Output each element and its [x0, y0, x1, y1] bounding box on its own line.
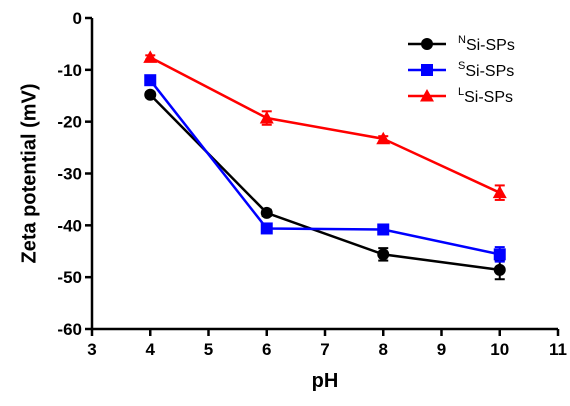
legend-label-name: Si-SPs: [466, 37, 515, 54]
legend-label-prefix: S: [458, 60, 465, 72]
x-tick-label: 4: [146, 340, 156, 359]
legend-marker: [420, 89, 434, 102]
y-axis-ticks: 0 -10 -20 -30 -40 -50 -60: [57, 9, 92, 339]
data-point: [376, 131, 391, 145]
data-point: [492, 185, 507, 199]
data-point: [260, 206, 273, 219]
legend-item: LSi-SPs: [408, 86, 513, 106]
legend-marker: [421, 64, 433, 76]
y-tick-label: -40: [57, 216, 82, 235]
y-tick-label: -20: [57, 113, 82, 132]
data-point: [144, 88, 157, 101]
data-point: [493, 263, 506, 276]
y-tick-label: -10: [57, 61, 82, 80]
legend-item: SSi-SPs: [408, 60, 514, 80]
legend-label-name: Si-SPs: [464, 89, 513, 106]
x-axis-ticks: 3 4 5 6 7 8 9 10 11: [87, 329, 567, 359]
series-layer: [143, 50, 507, 281]
x-tick-label: 10: [490, 340, 509, 359]
data-point: [143, 50, 158, 63]
legend-label-prefix: N: [458, 34, 466, 46]
legend-marker: [421, 38, 433, 50]
series-l-si-sps: [143, 50, 507, 201]
x-tick-label: 6: [262, 340, 271, 359]
data-point: [377, 248, 390, 261]
series-line: [149, 56, 501, 194]
series-s-si-sps: [144, 74, 506, 263]
data-point: [493, 248, 506, 261]
x-tick-label: 7: [320, 340, 329, 359]
y-tick-label: -30: [57, 165, 82, 184]
legend-label: LSi-SPs: [458, 86, 513, 106]
data-point: [260, 222, 273, 235]
data-point: [259, 111, 274, 124]
data-point: [144, 74, 157, 87]
series-n-si-sps: [144, 88, 506, 281]
series-line: [149, 79, 501, 256]
legend-label-prefix: L: [458, 86, 464, 98]
legend-item: NSi-SPs: [408, 34, 515, 54]
y-tick-label: 0: [73, 9, 82, 28]
x-tick-label: 11: [549, 340, 567, 359]
legend-label: SSi-SPs: [458, 60, 514, 80]
x-tick-label: 5: [204, 340, 213, 359]
legend-label: NSi-SPs: [458, 34, 515, 54]
x-tick-label: 8: [379, 340, 388, 359]
x-tick-label: 9: [437, 340, 446, 359]
data-point: [377, 223, 390, 236]
x-axis-title: pH: [312, 370, 339, 392]
x-tick-label: 3: [87, 340, 96, 359]
legend-label-name: Si-SPs: [465, 63, 514, 80]
y-tick-label: -60: [57, 320, 82, 339]
y-tick-label: -50: [57, 268, 82, 287]
y-axis-title: Zeta potential (mV): [18, 83, 40, 263]
